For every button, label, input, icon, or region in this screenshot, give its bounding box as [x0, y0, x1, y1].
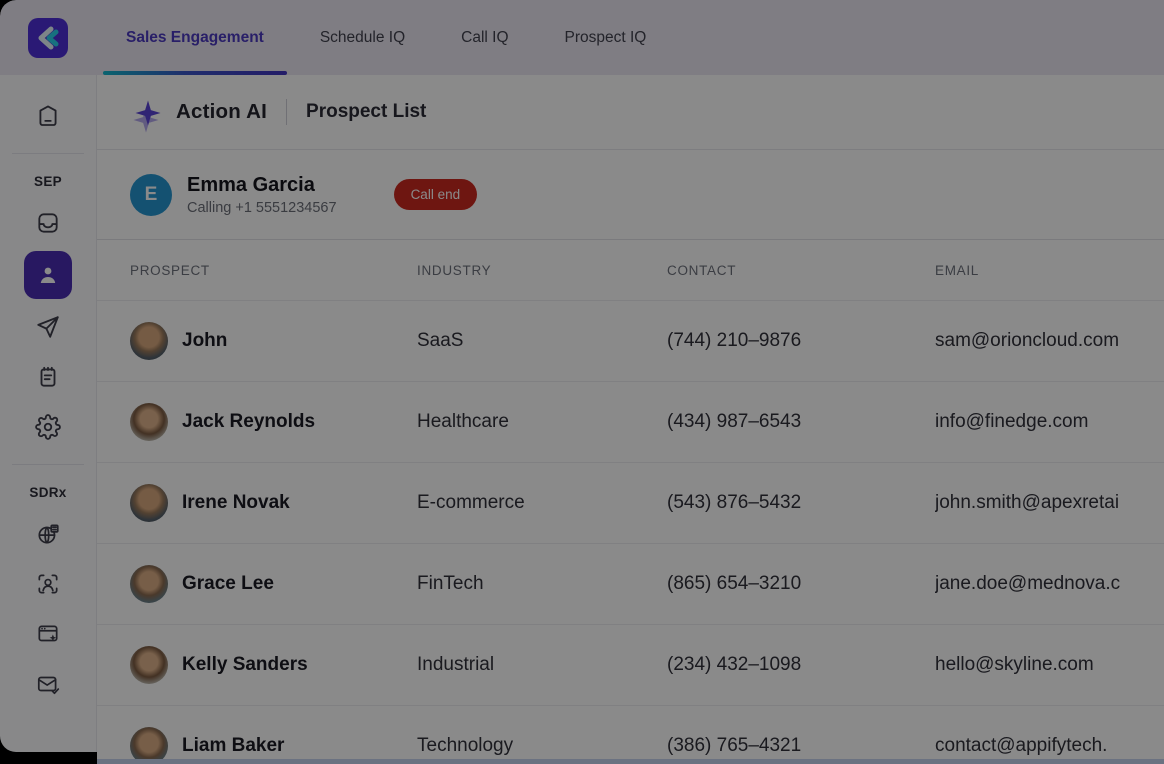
header-divider: [286, 99, 288, 125]
user-icon: [36, 263, 60, 287]
tab-prospect-iq[interactable]: Prospect IQ: [564, 28, 647, 46]
topbar: Sales Engagement Schedule IQ Call IQ Pro…: [0, 0, 1164, 75]
caller-name: Emma Garcia: [187, 173, 315, 196]
content-area: Action AI Prospect List E Emma Garcia Ca…: [97, 75, 1164, 764]
industry-cell: Industrial: [417, 654, 495, 675]
sidebar-item-home[interactable]: [26, 94, 70, 138]
table-row[interactable]: John SaaS (744) 210–9876 sam@orioncloud.…: [97, 300, 1164, 381]
prospect-name: Grace Lee: [182, 573, 274, 594]
home-icon: [35, 103, 61, 129]
notes-icon: [35, 364, 61, 390]
sidebar: SEP: [0, 75, 97, 752]
table-row[interactable]: Jack Reynolds Healthcare (434) 987–6543 …: [97, 381, 1164, 462]
sidebar-divider: [12, 153, 84, 154]
gear-icon: [35, 414, 61, 440]
prospect-avatar: [130, 322, 168, 360]
sidebar-item-tasks[interactable]: [26, 355, 70, 399]
prospect-name: Irene Novak: [182, 492, 290, 513]
table-row[interactable]: Grace Lee FinTech (865) 654–3210 jane.do…: [97, 543, 1164, 624]
prospect-avatar: [130, 403, 168, 441]
table-row[interactable]: Irene Novak E-commerce (543) 876–5432 jo…: [97, 462, 1164, 543]
email-cell: sam@orioncloud.com: [935, 330, 1120, 351]
mail-check-icon: [35, 671, 61, 697]
email-cell: info@finedge.com: [935, 411, 1089, 432]
sidebar-item-prospect-finder[interactable]: [26, 562, 70, 606]
sidebar-item-outreach[interactable]: [26, 305, 70, 349]
email-cell: hello@skyline.com: [935, 654, 1094, 675]
email-cell: contact@appifytech.: [935, 735, 1108, 756]
app-name: Action AI: [176, 100, 268, 123]
call-end-button[interactable]: Call end: [393, 179, 478, 210]
sidebar-item-web-research[interactable]: [26, 512, 70, 556]
sidebar-item-prospects[interactable]: [24, 251, 72, 299]
window-sparkle-icon: [35, 621, 61, 647]
column-header-email: EMAIL: [935, 262, 980, 278]
prospect-name: Liam Baker: [182, 735, 285, 756]
page-header: Action AI Prospect List: [97, 75, 1164, 150]
sidebar-section-label-sep: SEP: [34, 174, 62, 189]
column-header-contact: CONTACT: [667, 262, 737, 278]
industry-cell: Healthcare: [417, 411, 509, 432]
contact-cell: (865) 654–3210: [667, 573, 802, 594]
contact-cell: (744) 210–9876: [667, 330, 802, 351]
prospect-avatar: [130, 565, 168, 603]
prospect-avatar: [130, 646, 168, 684]
contact-cell: (434) 987–6543: [667, 411, 802, 432]
sidebar-item-email-validation[interactable]: [26, 662, 70, 706]
action-ai-sparkle-icon: [133, 96, 167, 133]
industry-cell: SaaS: [417, 330, 464, 351]
tab-call-iq[interactable]: Call IQ: [461, 28, 509, 46]
prospect-name: Kelly Sanders: [182, 654, 308, 675]
inbox-icon: [35, 210, 61, 236]
tab-sales-engagement[interactable]: Sales Engagement: [98, 0, 292, 75]
table-header-row: PROSPECT INDUSTRY CONTACT EMAIL: [97, 240, 1164, 300]
call-banner: E Emma Garcia Calling +1 5551234567 Call…: [97, 150, 1164, 240]
contact-cell: (234) 432–1098: [667, 654, 802, 675]
table-row[interactable]: Liam Baker Technology (386) 765–4321 con…: [97, 705, 1164, 764]
globe-list-icon: [35, 521, 61, 547]
prospect-avatar: [130, 727, 168, 764]
main-nav-tabs: Sales Engagement Schedule IQ Call IQ Pro…: [98, 0, 674, 75]
industry-cell: E-commerce: [417, 492, 525, 513]
contact-cell: (543) 876–5432: [667, 492, 802, 513]
person-scan-icon: [35, 571, 61, 597]
prospect-name: John: [182, 330, 228, 351]
sidebar-item-settings[interactable]: [26, 405, 70, 449]
prospect-name: Jack Reynolds: [182, 411, 316, 432]
email-cell: john.smith@apexretai: [935, 492, 1120, 513]
sidebar-item-inbox[interactable]: [26, 201, 70, 245]
industry-cell: FinTech: [417, 573, 484, 594]
prospect-table: PROSPECT INDUSTRY CONTACT EMAIL John Saa…: [97, 240, 1164, 764]
table-row[interactable]: Kelly Sanders Industrial (234) 432–1098 …: [97, 624, 1164, 705]
contact-cell: (386) 765–4321: [667, 735, 802, 756]
tab-schedule-iq[interactable]: Schedule IQ: [319, 28, 406, 46]
column-header-industry: INDUSTRY: [417, 262, 492, 278]
klenty-logo-icon[interactable]: [28, 18, 68, 58]
caller-status: Calling +1 5551234567: [187, 199, 337, 216]
sidebar-section-label-sdrx: SDRx: [29, 485, 67, 500]
send-icon: [35, 314, 61, 340]
column-header-prospect: PROSPECT: [130, 262, 210, 278]
caller-avatar: E: [130, 173, 172, 216]
prospect-avatar: [130, 484, 168, 522]
industry-cell: Technology: [417, 735, 514, 756]
sidebar-item-ai-pages[interactable]: [26, 612, 70, 656]
email-cell: jane.doe@mednova.c: [935, 573, 1121, 594]
sidebar-divider: [12, 464, 84, 465]
bottom-edge-strip: [97, 759, 1164, 764]
page-title: Prospect List: [306, 101, 427, 122]
